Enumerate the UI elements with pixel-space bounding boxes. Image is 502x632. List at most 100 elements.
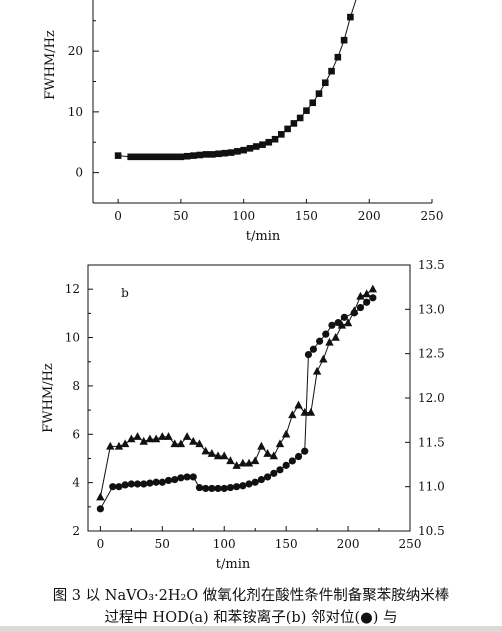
panel-b-series-1-point (331, 332, 340, 341)
panel-b-series-2-point (239, 482, 247, 490)
panel-b-series-1-point (106, 441, 115, 450)
panel-a-point (208, 151, 216, 158)
panel-b-y2-tick-label: 10.5 (418, 524, 445, 538)
panel-a-point (284, 125, 291, 133)
panel-a-point (114, 152, 122, 159)
panel-b-series-2-point (301, 447, 309, 455)
panel-b-series-2-point (334, 319, 342, 327)
panel-a-series-line (118, 0, 357, 158)
panel-b-series-1-point (312, 366, 322, 375)
panel-b-label: b (121, 286, 129, 300)
panel-b-series-1-point (164, 432, 173, 440)
panel-b-series-2-point (96, 505, 104, 513)
panel-b-series-2-point (350, 309, 358, 317)
panel-b-y-tick-label: 2 (72, 524, 80, 538)
panel-b-series-2-point (140, 480, 148, 488)
panel-b-series-1-point (281, 429, 291, 438)
panel-b-series-1-point (269, 451, 278, 460)
panel-a-point (227, 149, 235, 156)
panel-b-series-2-point (304, 350, 313, 359)
panel-b-series-1-point (238, 458, 248, 467)
panel-a-point (196, 151, 204, 159)
panel-b-series-2-point (202, 484, 210, 493)
panel-b-series-1-point (325, 337, 334, 346)
panel-b-series-2-point (127, 480, 135, 488)
panel-b-series-2-point (158, 478, 166, 486)
page-bottom-strip (0, 626, 502, 632)
panel-b-series-2-point (340, 313, 348, 321)
panel-b-series-1-point (176, 439, 186, 448)
panel-a-point (146, 153, 153, 161)
panel-b-series-1-point (232, 461, 241, 469)
figure-caption-line-2: 过程中 HOD(a) 和苯铵离子(b) 邻对位(●) 与 (104, 610, 398, 626)
panel-a-point (183, 152, 191, 160)
panel-b-series-1-point (213, 451, 223, 460)
panel-a-point (139, 153, 147, 161)
panel-a-point (177, 153, 185, 161)
panel-a-point (271, 135, 279, 143)
panel-b-x-tick-label: 250 (399, 537, 422, 551)
panel-b-y2-tick-label: 13.5 (418, 258, 445, 272)
panel-b-series-1-point (275, 439, 285, 448)
panel-b-series-2-point (282, 461, 290, 469)
panel-b-series-1-point (300, 407, 309, 416)
panel-b-series-1-point (207, 449, 217, 457)
panel-b-series-2-point (177, 474, 185, 482)
panel-b-y-tick-label: 10 (65, 331, 80, 345)
panel-a-point (296, 114, 304, 122)
panel-a-y-tick-label: 10 (68, 105, 83, 119)
panel-b-series-2-line (99, 297, 374, 510)
panel-a-x-tick-label: 100 (232, 209, 255, 223)
panel-a-point (347, 13, 354, 21)
panel-b-y-tick-label: 12 (65, 282, 80, 296)
panel-a-x-tick-label: 150 (295, 209, 318, 223)
panel-b-x-tick-label: 100 (213, 537, 236, 551)
panel-b-series-2-point (171, 475, 179, 484)
panel-b-x-label: t/min (216, 557, 251, 572)
panel-b-series-1-point (189, 436, 198, 445)
panel-a-point (252, 143, 260, 150)
panel-b-series-1-point (195, 439, 204, 448)
panel-b-x-tick-label: 150 (275, 537, 298, 551)
panel-b-series-1-point (257, 441, 266, 450)
panel-a-point (265, 138, 273, 146)
panel-b-series-2-point (220, 484, 228, 493)
panel-a-point (309, 99, 317, 107)
panel-b-series-2-point (189, 473, 197, 481)
panel-a-point (240, 146, 247, 154)
panel-b-series-1-point (337, 320, 347, 329)
panel-b-y2-tick-label: 11.0 (418, 480, 445, 494)
panel-b-series-1-point (226, 456, 235, 465)
panel-a-point (234, 148, 241, 155)
panel-a-point (278, 131, 285, 138)
panel-b-series-1-point (170, 439, 179, 448)
panel-a-point (259, 141, 266, 148)
panel-a-point (133, 153, 141, 161)
panel-b-series-1-point (368, 284, 378, 293)
panel-b-series-2-point (294, 452, 303, 461)
panel-b-series-2-point (146, 479, 154, 487)
panel-b-series-2-point (276, 466, 284, 474)
panel-a-point (215, 150, 222, 158)
panel-b-series-1-point (220, 451, 229, 460)
panel-a-point (328, 67, 335, 75)
panel-b-y-tick-label: 4 (72, 476, 80, 490)
panel-b-series-1-point (127, 434, 136, 443)
panel-a-point (315, 90, 323, 97)
panel-a-point (152, 153, 160, 161)
panel-b-x-tick-label: 200 (337, 537, 360, 551)
panel-b-series-1-point (319, 354, 328, 363)
panel-b-series-2-point (251, 478, 259, 486)
panel-b-series-1-point (306, 407, 316, 416)
panel-b-series-2-point (328, 321, 336, 329)
panel-b-series-1-point (151, 434, 161, 443)
figure: 0501001502002500102030t/minFWHM/Hz050100… (41, 0, 445, 572)
panel-b-series-2-point (315, 337, 324, 345)
panel-b-y2-tick-label: 11.5 (418, 435, 445, 449)
panel-b-series-2-point (288, 457, 296, 465)
panel-a-x-label: t/min (246, 229, 281, 244)
panel-b-series-1-point (294, 400, 303, 409)
panel-b-series-1-point (145, 434, 155, 443)
panel-b-series-1-point (139, 436, 148, 445)
panel-b-series-2-point (263, 473, 272, 481)
